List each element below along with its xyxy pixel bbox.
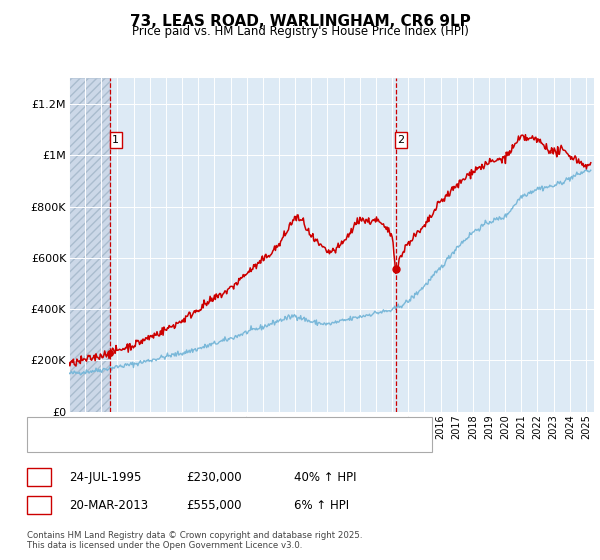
Text: £230,000: £230,000	[186, 470, 242, 484]
Text: 1: 1	[35, 470, 43, 484]
Bar	[69, 78, 110, 412]
Text: Contains HM Land Registry data © Crown copyright and database right 2025.
This d: Contains HM Land Registry data © Crown c…	[27, 531, 362, 550]
Text: 73, LEAS ROAD, WARLINGHAM, CR6 9LP (detached house): 73, LEAS ROAD, WARLINGHAM, CR6 9LP (deta…	[75, 421, 378, 431]
Text: Price paid vs. HM Land Registry's House Price Index (HPI): Price paid vs. HM Land Registry's House …	[131, 25, 469, 38]
Text: 2: 2	[35, 498, 43, 512]
Text: 1: 1	[112, 135, 119, 145]
Text: HPI: Average price, detached house, Tandridge: HPI: Average price, detached house, Tand…	[75, 439, 319, 449]
Text: 24-JUL-1995: 24-JUL-1995	[69, 470, 142, 484]
Text: 20-MAR-2013: 20-MAR-2013	[69, 498, 148, 512]
Text: £555,000: £555,000	[186, 498, 241, 512]
Text: 73, LEAS ROAD, WARLINGHAM, CR6 9LP: 73, LEAS ROAD, WARLINGHAM, CR6 9LP	[130, 14, 470, 29]
Text: 40% ↑ HPI: 40% ↑ HPI	[294, 470, 356, 484]
Text: 2: 2	[398, 135, 404, 145]
Text: 6% ↑ HPI: 6% ↑ HPI	[294, 498, 349, 512]
